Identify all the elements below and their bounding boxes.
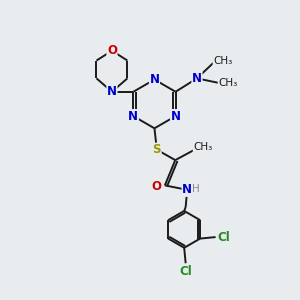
Text: Cl: Cl <box>179 265 192 278</box>
Text: N: N <box>128 110 138 123</box>
Text: N: N <box>149 73 160 86</box>
Text: CH₃: CH₃ <box>218 78 238 88</box>
Text: Cl: Cl <box>217 231 230 244</box>
Text: CH₃: CH₃ <box>213 56 232 65</box>
Text: H: H <box>192 184 199 194</box>
Text: N: N <box>107 85 117 98</box>
Text: O: O <box>107 44 117 57</box>
Text: O: O <box>152 180 161 194</box>
Text: N: N <box>182 183 192 196</box>
Text: N: N <box>192 72 202 85</box>
Text: S: S <box>153 143 161 156</box>
Text: N: N <box>171 110 181 123</box>
Text: CH₃: CH₃ <box>193 142 212 152</box>
